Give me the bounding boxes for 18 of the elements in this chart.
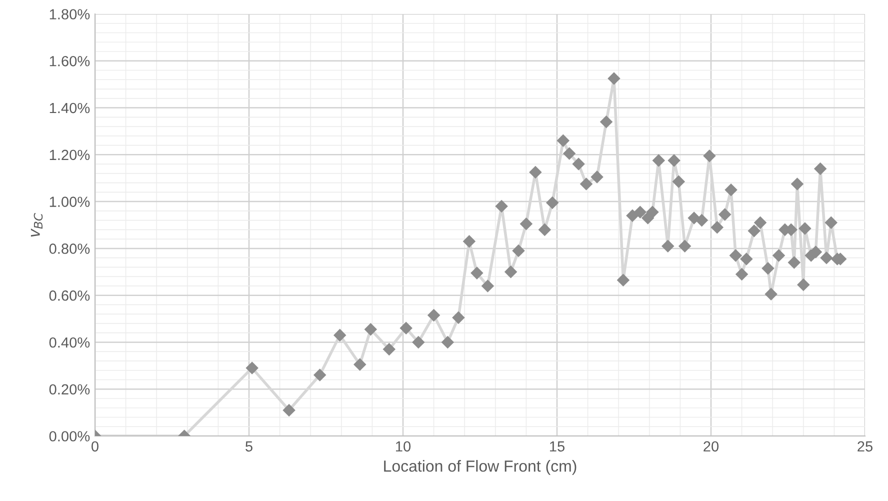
y-axis-title: v$_{BC}$: [30, 212, 43, 237]
y-tick-label: 0.40%: [49, 337, 90, 348]
y-tick-label: 1.60%: [50, 56, 90, 66]
x-tick-label: 5: [246, 441, 252, 452]
x-axis-title: Location of Flow Front (cm): [384, 460, 576, 475]
x-tick-label: 20: [704, 441, 719, 452]
y-tick-label: 0.00%: [49, 431, 90, 442]
x-tick-label: 15: [550, 441, 564, 452]
y-tick-label: 0.60%: [49, 290, 90, 301]
y-tick-label: 1.00%: [50, 196, 90, 207]
y-tick-label: 0.80%: [49, 244, 90, 254]
x-tick-label: 10: [396, 441, 411, 452]
y-tick-label: 0.20%: [49, 384, 90, 395]
y-tick-label: 1.20%: [50, 150, 90, 160]
x-tick-label: 0: [92, 441, 98, 452]
y-tick-label: 1.40%: [50, 102, 90, 114]
x-tick-label: 25: [858, 441, 872, 452]
y-tick-label: 1.80%: [50, 9, 90, 20]
